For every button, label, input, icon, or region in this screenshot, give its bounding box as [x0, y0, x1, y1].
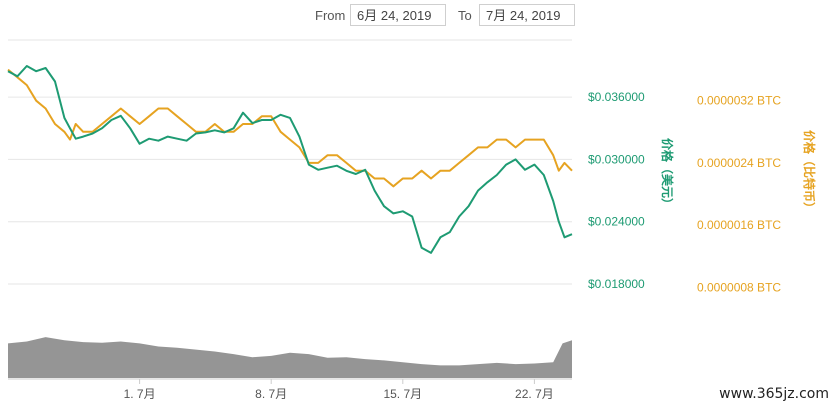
from-date-input[interactable]: 6月 24, 2019 — [350, 4, 446, 26]
y-left-tick-label: $0.018000 — [588, 277, 645, 291]
y-right-tick-label: 0.0000024 BTC — [697, 156, 781, 170]
volume-area — [8, 337, 572, 378]
y-axis-right-label: 价格（比特币） — [802, 130, 817, 214]
series-lines — [7, 65, 573, 254]
y-left-tick-label: $0.036000 — [588, 90, 645, 104]
y-right-tick-label: 0.0000016 BTC — [697, 218, 781, 232]
y-left-tick-label: $0.030000 — [588, 152, 645, 166]
to-label: To — [458, 8, 472, 23]
from-label: From — [315, 8, 346, 23]
to-date-input[interactable]: 7月 24, 2019 — [479, 4, 575, 26]
y-right-tick-label: 0.0000008 BTC — [697, 280, 781, 294]
watermark: www.365jz.com — [719, 386, 829, 402]
x-tick-label: 1. 7月 — [124, 387, 156, 401]
usd-price-line — [7, 65, 573, 254]
volume-area-path — [8, 337, 572, 378]
grid — [8, 39, 572, 380]
x-tick-label: 15. 7月 — [383, 387, 422, 401]
x-tick-label: 22. 7月 — [515, 387, 554, 401]
y-left-tick-label: $0.024000 — [588, 215, 645, 229]
y-right-tick-label: 0.0000032 BTC — [697, 94, 781, 108]
btc-price-line — [7, 68, 573, 188]
tick-labels: $0.036000 $0.030000 $0.024000 $0.018000 0.00… — [124, 90, 782, 401]
y-axis-left-label: 价格（美元） — [660, 138, 675, 210]
x-tick-label: 8. 7月 — [255, 387, 287, 401]
